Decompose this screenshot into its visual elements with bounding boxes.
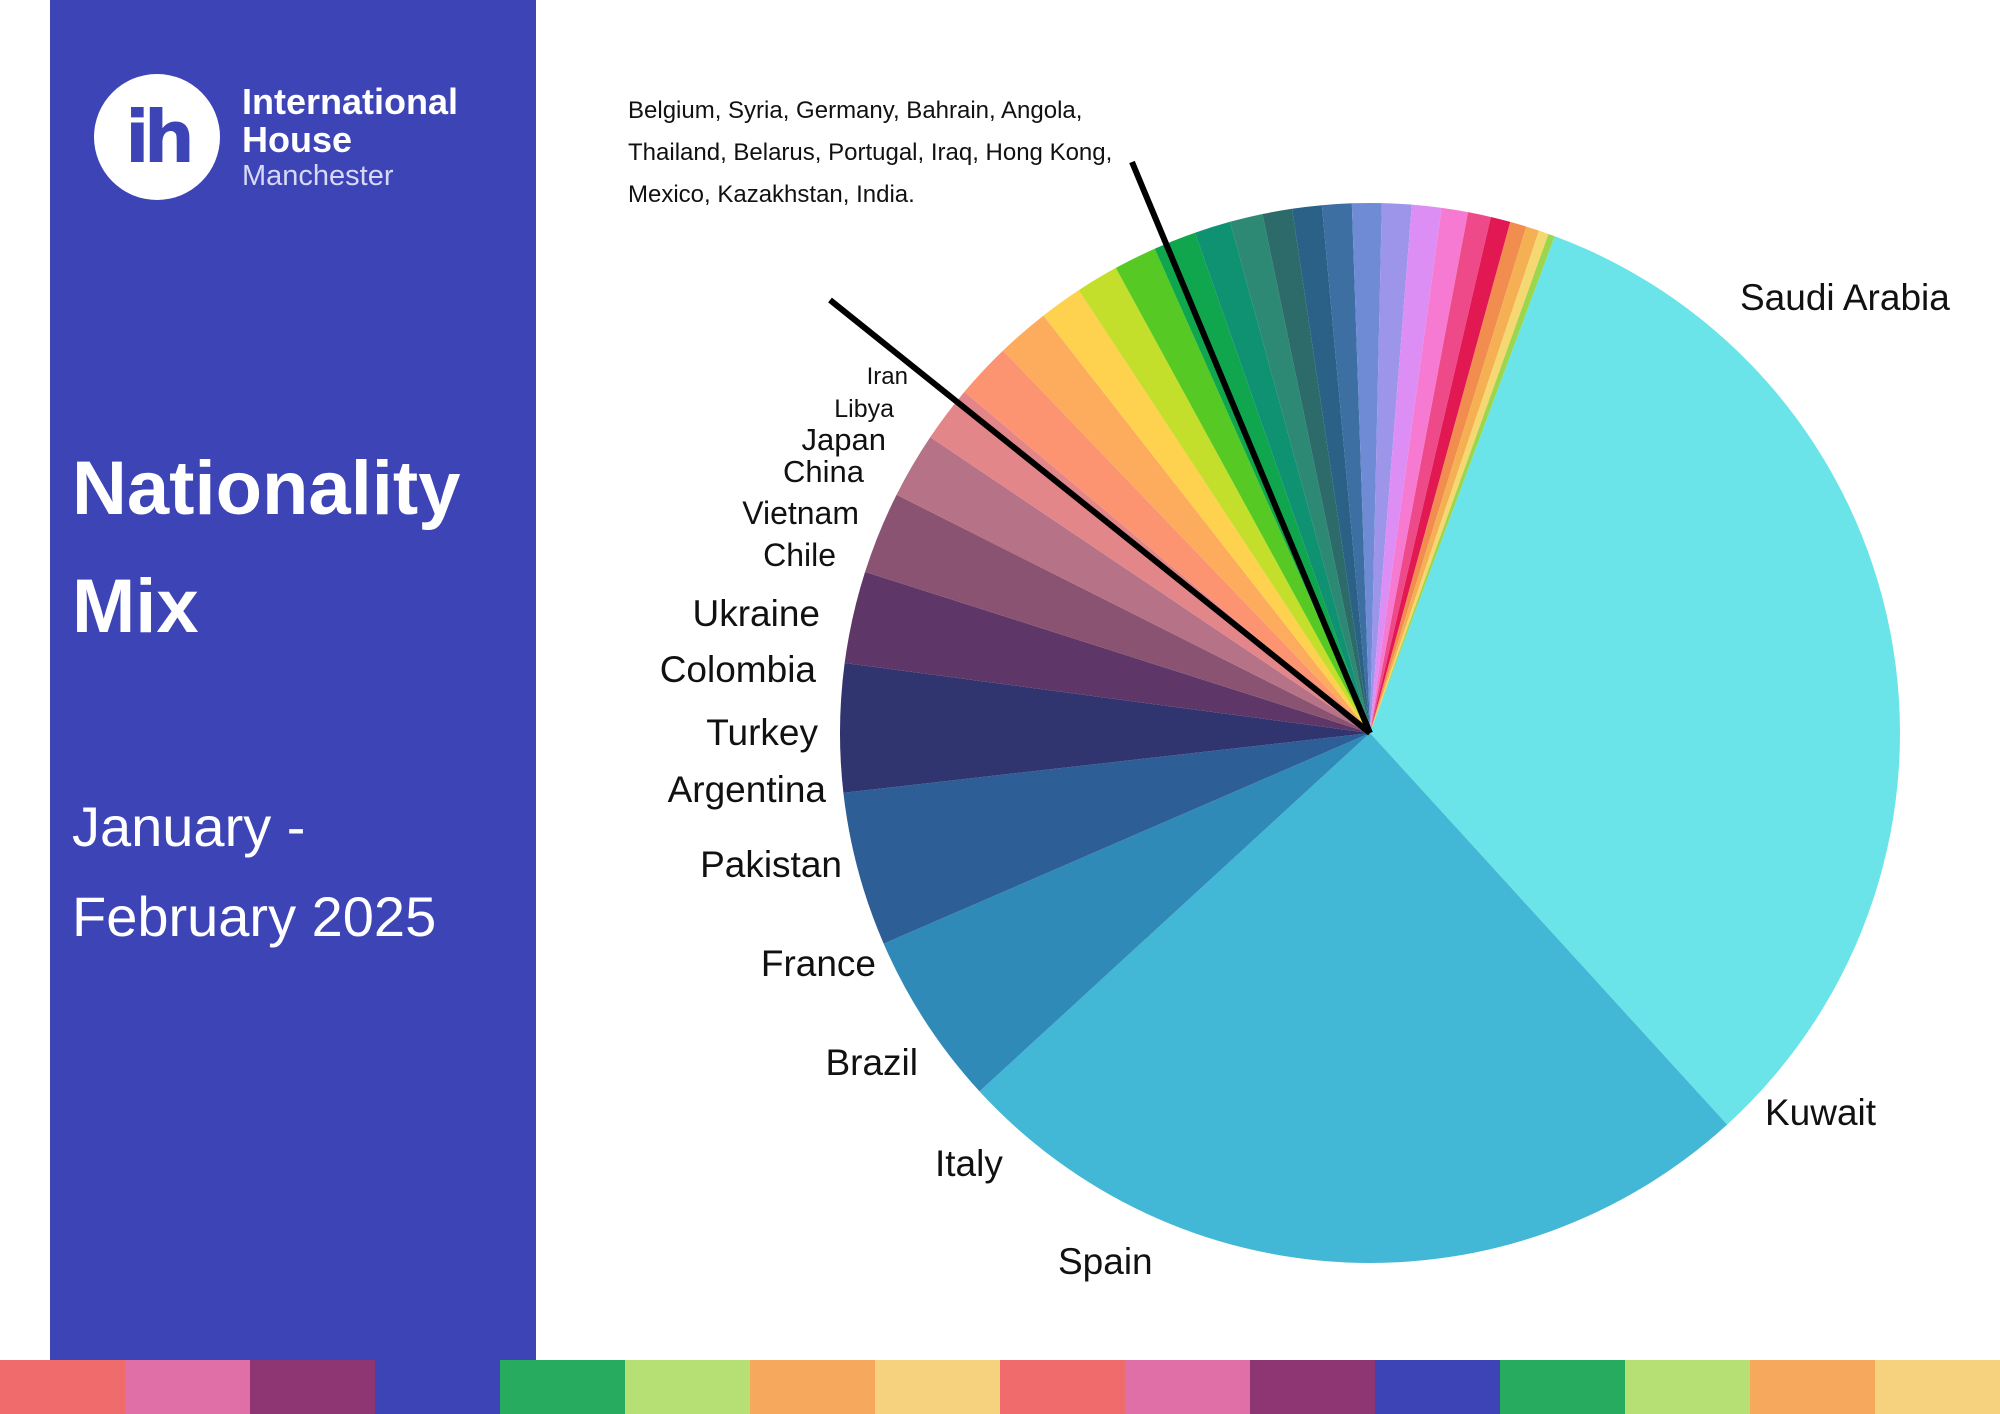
color-strip-block bbox=[250, 1360, 375, 1414]
pie-label-colombia: Colombia bbox=[660, 649, 817, 690]
pie-slice-belgium bbox=[1262, 208, 1370, 733]
minor-nationalities-note: Belgium, Syria, Germany, Bahrain, Angola… bbox=[628, 97, 1113, 208]
pie-slice-thailand bbox=[1370, 204, 1442, 733]
color-strip-block bbox=[1250, 1360, 1375, 1414]
pie-slice-india bbox=[1370, 233, 1555, 733]
minor-group-bracket-line-left bbox=[828, 297, 1372, 736]
color-strip-block bbox=[1000, 1360, 1125, 1414]
pie-slice-syria bbox=[1292, 205, 1370, 734]
pie-slice-libya bbox=[1195, 221, 1370, 734]
pie-slice-spain bbox=[883, 733, 1370, 1092]
pie-label-china: China bbox=[783, 454, 865, 489]
pie-label-japan: Japan bbox=[802, 422, 886, 457]
pie-label-turkey: Turkey bbox=[706, 712, 818, 753]
color-strip-block bbox=[0, 1360, 125, 1414]
pie-slice-bahrain bbox=[1351, 202, 1382, 733]
color-strip-block bbox=[625, 1360, 750, 1414]
minor-group-bracket-line-right bbox=[1129, 160, 1373, 735]
page-title: Nationality Mix bbox=[72, 430, 461, 666]
date-range-line-1: January - bbox=[72, 795, 306, 858]
pie-slice-iraq bbox=[1370, 216, 1511, 733]
color-strip-block bbox=[375, 1360, 500, 1414]
color-strip-block bbox=[500, 1360, 625, 1414]
logo-line-1: International bbox=[242, 81, 459, 122]
pie-label-chile: Chile bbox=[763, 537, 836, 573]
pie-label-kuwait: Kuwait bbox=[1765, 1092, 1877, 1133]
pie-label-saudi-arabia: Saudi Arabia bbox=[1740, 277, 1950, 318]
pie-slice-pakistan bbox=[865, 494, 1370, 733]
color-strip-block bbox=[1875, 1360, 2000, 1414]
color-strip-block bbox=[750, 1360, 875, 1414]
pie-slice-italy bbox=[843, 733, 1370, 944]
color-strip-block bbox=[125, 1360, 250, 1414]
ih-logo-icon: ih bbox=[94, 74, 220, 200]
pie-label-brazil: Brazil bbox=[825, 1042, 918, 1083]
pie-slice-kuwait bbox=[979, 733, 1728, 1264]
pie-slice-portugal bbox=[1370, 212, 1491, 734]
color-strip-block bbox=[1125, 1360, 1250, 1414]
color-strip-block bbox=[1375, 1360, 1500, 1414]
pie-label-ukraine: Ukraine bbox=[693, 593, 821, 634]
pie-slice-mexico bbox=[1370, 226, 1540, 734]
pie-slice-colombia bbox=[964, 350, 1370, 733]
pie-slice-iran bbox=[1230, 214, 1370, 734]
logo-line-3: Manchester bbox=[242, 160, 394, 192]
logo-line-2: House bbox=[242, 119, 353, 160]
pie-label-vietnam: Vietnam bbox=[742, 495, 859, 531]
pie-label-iran: Iran bbox=[867, 363, 908, 390]
pie-slice-germany bbox=[1321, 203, 1370, 733]
pie-slice-hong-kong bbox=[1370, 221, 1527, 733]
pie-slice-saudi-arabia bbox=[1370, 236, 1900, 1125]
date-range: January - February 2025 bbox=[72, 782, 436, 962]
pie-slice-chile bbox=[1043, 290, 1370, 733]
color-strip-block bbox=[1500, 1360, 1625, 1414]
pie-slice-angola bbox=[1370, 203, 1412, 733]
date-range-line-2: February 2025 bbox=[72, 885, 437, 948]
logo-wordmark: International House Manchester bbox=[242, 84, 458, 191]
pie-label-france: France bbox=[761, 943, 876, 984]
title-line-1: Nationality bbox=[72, 446, 461, 531]
pie-label-italy: Italy bbox=[935, 1143, 1003, 1184]
pie-slice-belarus bbox=[1370, 207, 1469, 733]
pie-slice-ukraine bbox=[1003, 315, 1370, 733]
pie-slice-brazil bbox=[839, 662, 1370, 793]
pie-slice-france bbox=[844, 571, 1370, 733]
title-line-2: Mix bbox=[72, 564, 199, 649]
pie-label-spain: Spain bbox=[1058, 1241, 1153, 1282]
pie-label-pakistan: Pakistan bbox=[700, 844, 842, 885]
color-strip bbox=[0, 1360, 2000, 1414]
pie-slice-china bbox=[1115, 248, 1370, 733]
pie-slice-vietnam bbox=[1078, 267, 1370, 733]
color-strip-block bbox=[1625, 1360, 1750, 1414]
pie-slice-kazakhstan bbox=[1370, 230, 1549, 733]
sidebar-panel: ih International House Manchester Nation… bbox=[50, 0, 536, 1360]
color-strip-block bbox=[875, 1360, 1000, 1414]
pie-label-libya: Libya bbox=[834, 395, 894, 423]
color-strip-block bbox=[1750, 1360, 1875, 1414]
pie-label-argentina: Argentina bbox=[668, 769, 827, 810]
pie-slice-argentina bbox=[896, 437, 1370, 733]
